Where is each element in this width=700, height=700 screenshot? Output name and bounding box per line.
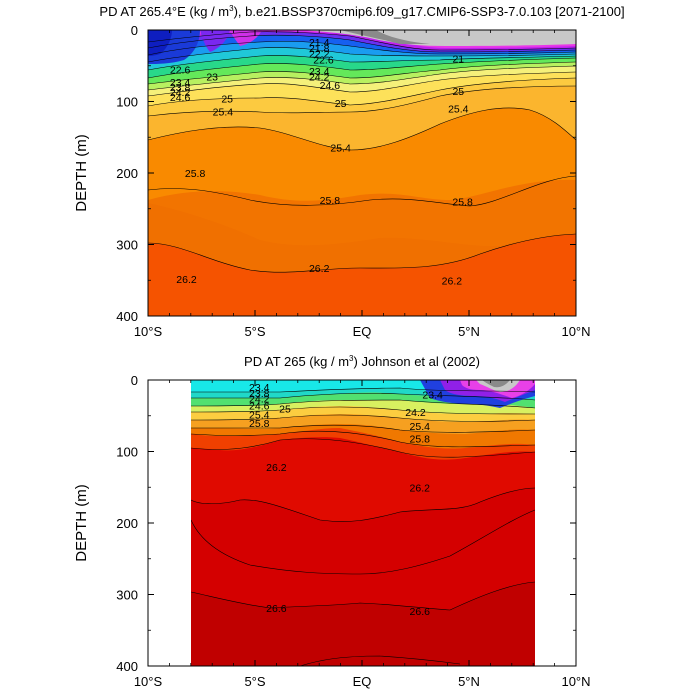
y-tick-label: 0: [131, 373, 138, 388]
contour-label: 26.6: [266, 603, 287, 615]
contour-label: 22.2: [309, 49, 330, 61]
panel-2-contour-labels: 23.423.824.224.6 2525.425.823.424.225.425…: [249, 382, 443, 618]
x-tick-label: 5°S: [244, 674, 265, 689]
x-tick-label: 5°S: [244, 324, 265, 339]
x-tick-label: 10°N: [561, 324, 590, 339]
x-tick-label: 10°S: [134, 674, 163, 689]
contour-label: 21.4: [309, 37, 330, 49]
panel-1-contour-labels: 21.421.822.222.622.623 23.423.423.824.224…: [170, 37, 473, 287]
panel-2-title: PD AT 265 (kg / m3) Johnson et al (2002): [244, 354, 480, 369]
contour-label: 25: [221, 94, 233, 106]
contour-label: 26.2: [410, 482, 431, 494]
contour-label: 24.2: [249, 394, 270, 406]
contour-label: 25.4: [330, 142, 351, 154]
contour-label: 21.8: [309, 43, 330, 55]
y-tick-label: 200: [116, 166, 138, 181]
x-tick-label: 5°N: [458, 324, 480, 339]
y-tick-label: 400: [116, 659, 138, 674]
contour-label: 24.6: [320, 80, 341, 92]
x-tick-label: 10°S: [134, 324, 163, 339]
contour-label: 25.8: [452, 197, 473, 209]
contour-label: 26.2: [442, 275, 463, 287]
contour-label: 25.4: [213, 107, 234, 119]
contour-label: 25.4: [448, 104, 469, 116]
panel-2-contour-fill: [148, 380, 576, 666]
x-tick-label: 5°N: [458, 674, 480, 689]
contour-label: 24.2: [170, 87, 191, 99]
panel-1-axes: 10°S 5°S EQ 5°N 10°N 0 100 200 300 400: [116, 23, 590, 339]
contour-label: 23: [206, 71, 218, 83]
contour-label: 26.2: [266, 462, 287, 474]
panel-2-axes: 10°S 5°S EQ 5°N 10°N 0 100 200 300 400: [116, 373, 590, 689]
contour-label: 23.8: [249, 388, 270, 400]
panel-model: PD AT 265.4°E (kg / m3), b.e21.BSSP370cm…: [73, 4, 625, 339]
contour-label: 25.8: [410, 434, 431, 446]
contour-label: 23.4: [249, 382, 270, 394]
y-tick-label: 0: [131, 23, 138, 38]
y-tick-label: 200: [116, 516, 138, 531]
contour-label: 25: [335, 98, 347, 110]
y-tick-label: 100: [116, 95, 138, 110]
panel-1-title: PD AT 265.4°E (kg / m3), b.e21.BSSP370cm…: [99, 4, 624, 19]
y-tick-label: 400: [116, 309, 138, 324]
contour-label: 25: [452, 86, 464, 98]
contour-label: 26.2: [176, 274, 197, 286]
y-tick-label: 300: [116, 588, 138, 603]
contour-label: 25.4: [249, 409, 270, 421]
contour-label: 25.8: [320, 195, 341, 207]
contour-label: 25.8: [249, 418, 270, 430]
panel-1-ylabel: DEPTH (m): [73, 134, 90, 212]
panel-1-contour-fill: [148, 30, 576, 316]
contour-label: 22.6: [170, 64, 191, 76]
contour-label: 24.2: [405, 407, 426, 419]
contour-label: 25.4: [410, 421, 431, 433]
contour-label: 26.2: [309, 263, 330, 275]
panel-2-ylabel: DEPTH (m): [73, 484, 90, 562]
contour-label: 23.4: [170, 77, 191, 89]
panel-observations: PD AT 265 (kg / m3) Johnson et al (2002): [73, 354, 591, 689]
y-tick-label: 300: [116, 238, 138, 253]
contour-label: 23.4: [309, 66, 330, 78]
contour-label: 24.6: [249, 401, 270, 413]
contour-label: 24.6: [170, 92, 191, 104]
contour-label: 22.6: [313, 54, 334, 66]
contour-label: 23.8: [170, 82, 191, 94]
x-tick-label: EQ: [353, 674, 372, 689]
contour-label: 25: [279, 404, 291, 416]
contour-label: 24.2: [309, 71, 330, 83]
x-tick-label: 10°N: [561, 674, 590, 689]
y-tick-label: 100: [116, 445, 138, 460]
contour-label: 21: [452, 54, 464, 66]
x-tick-label: EQ: [353, 324, 372, 339]
contour-label: 25.8: [185, 168, 206, 180]
contour-label: 26.6: [410, 606, 431, 618]
contour-label: 23.4: [422, 389, 443, 401]
